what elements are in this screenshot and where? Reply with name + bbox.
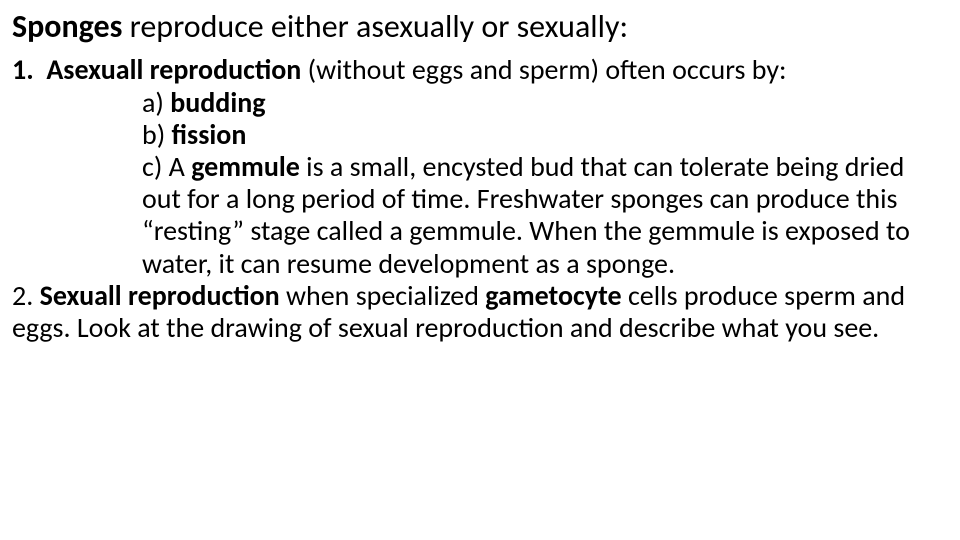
sub-a-bold: budding bbox=[170, 85, 265, 120]
item2-pre: 2. bbox=[12, 278, 40, 313]
title-rest: reproduce either asexually or sexually: bbox=[122, 7, 628, 46]
slide: Sponges reproduce either asexually or se… bbox=[0, 0, 960, 352]
sub-c-bold: gemmule bbox=[191, 149, 300, 184]
list-item-1: 1. Asexuall reproduction (without eggs a… bbox=[12, 54, 948, 86]
sub-b-pre: b) bbox=[142, 117, 172, 152]
slide-title: Sponges reproduce either asexually or se… bbox=[12, 8, 948, 46]
item2-mid1: when specialized bbox=[280, 278, 486, 313]
sub-a-pre: a) bbox=[142, 85, 170, 120]
item1-sub-c: c) A gemmule is a small, encysted bud th… bbox=[142, 151, 948, 280]
item1-lead-bold: Asexuall reproduction bbox=[46, 52, 301, 87]
title-bold: Sponges bbox=[12, 7, 122, 46]
sub-c-pre: c) A bbox=[142, 149, 191, 184]
item1-number: 1. bbox=[12, 54, 40, 86]
item1-lead-rest: (without eggs and sperm) often occurs by… bbox=[301, 52, 786, 87]
item1-sub-b: b) fission bbox=[142, 119, 948, 151]
item1-sub-a: a) budding bbox=[142, 87, 948, 119]
item1-lead: Asexuall reproduction (without eggs and … bbox=[46, 52, 786, 87]
list-item-2: 2. Sexuall reproduction when specialized… bbox=[12, 280, 948, 344]
item2-bold1: Sexuall reproduction bbox=[40, 278, 280, 313]
item2-bold2: gametocyte bbox=[485, 278, 621, 313]
sub-b-bold: fission bbox=[172, 117, 247, 152]
